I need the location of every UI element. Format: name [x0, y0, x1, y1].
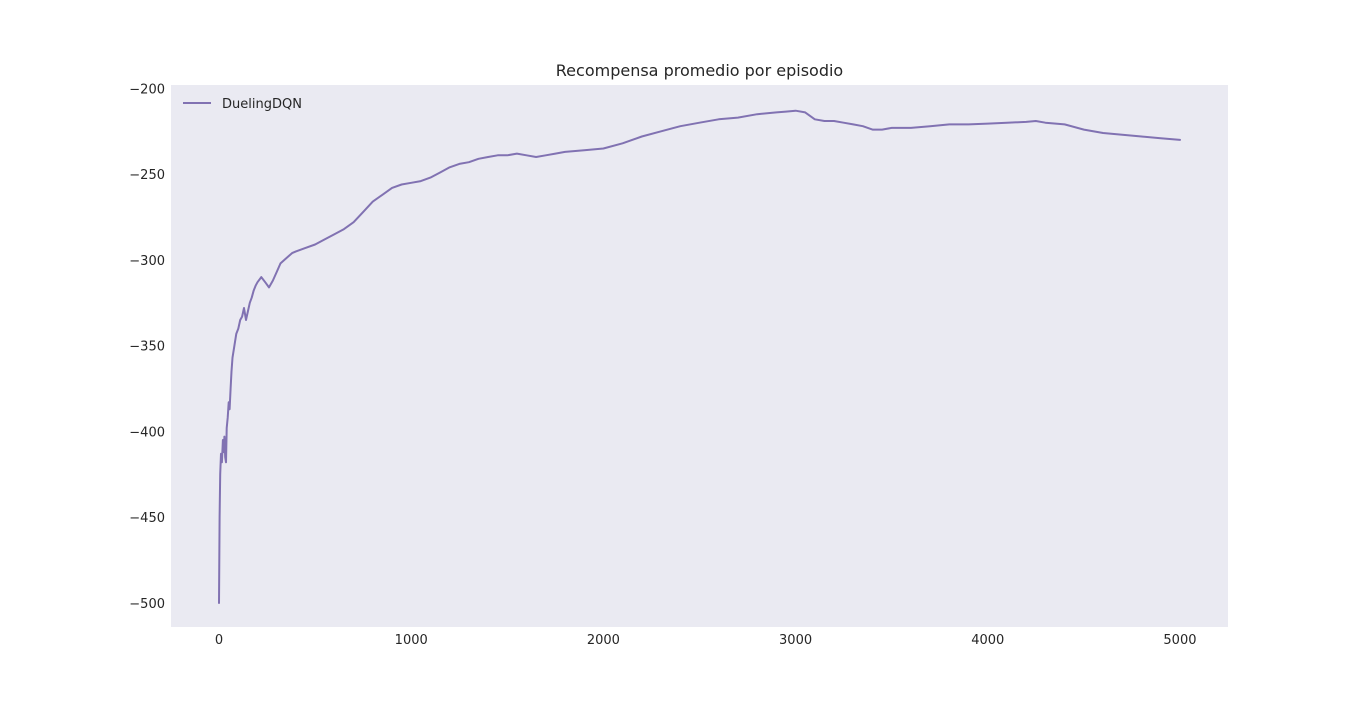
series-layer [218, 109, 1181, 604]
series-line-duelingdqn [218, 109, 1181, 604]
plot-area-background [171, 85, 1228, 627]
x-tick-label: 1000 [395, 633, 428, 648]
y-tick-label: −300 [129, 254, 165, 269]
x-tick-label: 4000 [971, 633, 1004, 648]
x-tick-label: 2000 [587, 633, 620, 648]
y-axis: −500 −450 −400 −350 −300 −250 −200 [129, 82, 165, 612]
x-tick-label: 0 [215, 633, 223, 648]
y-tick-label: −400 [129, 425, 165, 440]
x-tick-label: 3000 [779, 633, 812, 648]
y-tick-label: −500 [129, 597, 165, 612]
x-tick-label: 5000 [1163, 633, 1196, 648]
legend-label: DuelingDQN [222, 97, 302, 112]
y-tick-label: −350 [129, 340, 165, 355]
y-tick-label: −200 [129, 82, 165, 97]
legend: DuelingDQN [183, 97, 302, 112]
chart-title: Recompensa promedio por episodio [556, 61, 843, 80]
y-tick-label: −250 [129, 168, 165, 183]
x-axis: 0 1000 2000 3000 4000 5000 [215, 633, 1197, 648]
y-tick-label: −450 [129, 511, 165, 526]
